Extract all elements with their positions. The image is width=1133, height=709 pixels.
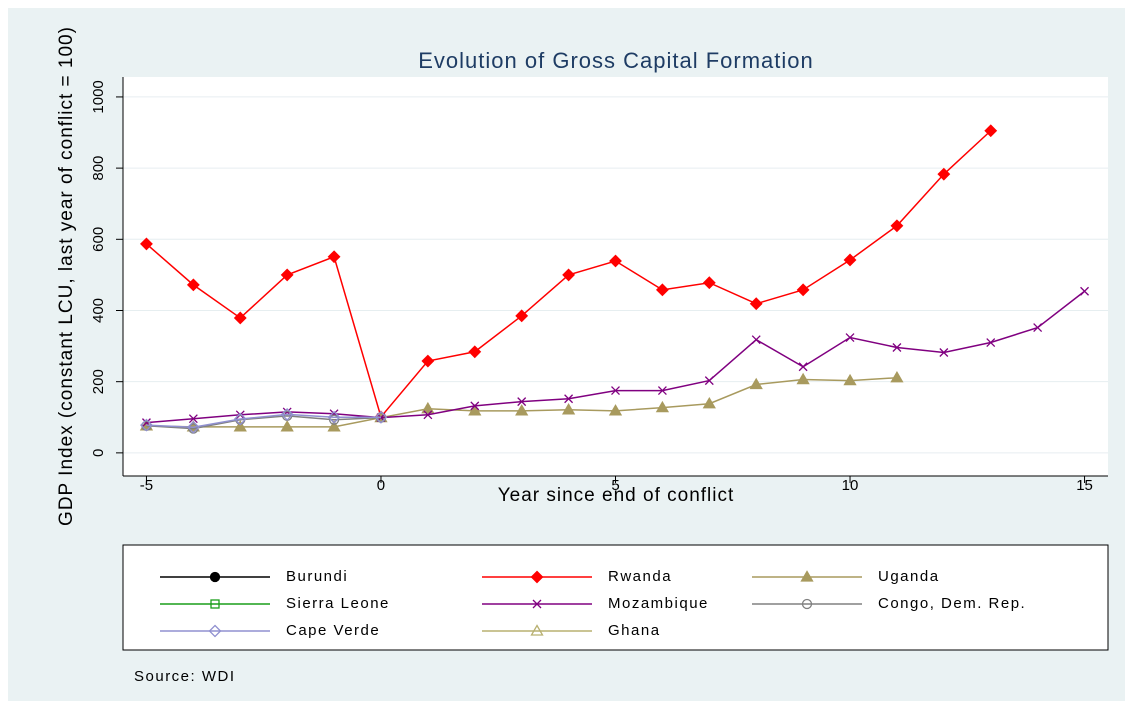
y-axis-title: GDP Index (constant LCU, last year of co… xyxy=(56,26,77,526)
marker xyxy=(327,250,341,264)
marker xyxy=(530,624,544,636)
legend-item: Cape Verde xyxy=(160,622,380,639)
marker xyxy=(140,418,153,432)
legend-box xyxy=(122,544,1109,651)
y-tick-label: 800 xyxy=(90,156,107,181)
marker xyxy=(280,408,294,421)
marker xyxy=(210,599,220,609)
x-tick-label: 0 xyxy=(377,477,385,494)
marker xyxy=(986,338,996,347)
marker xyxy=(532,599,542,609)
marker xyxy=(843,373,857,386)
legend-label: Uganda xyxy=(878,568,940,585)
marker xyxy=(233,311,247,325)
legend-item: Congo, Dem. Rep. xyxy=(752,595,1026,612)
marker xyxy=(749,297,763,311)
marker xyxy=(890,219,904,233)
marker xyxy=(374,410,388,424)
marker xyxy=(188,414,198,424)
source-note: Source: WDI xyxy=(134,668,236,685)
marker xyxy=(530,570,544,584)
marker xyxy=(280,268,294,282)
marker xyxy=(423,410,433,420)
x-tick-label: 5 xyxy=(611,477,619,494)
marker xyxy=(608,404,623,416)
marker xyxy=(892,343,902,352)
series-line xyxy=(146,415,382,430)
marker xyxy=(421,354,435,368)
marker xyxy=(327,410,341,424)
legend-label: Rwanda xyxy=(608,568,672,585)
marker xyxy=(515,309,529,323)
legend-item: Ghana xyxy=(482,622,661,639)
marker xyxy=(470,401,480,411)
marker xyxy=(468,345,482,359)
marker xyxy=(186,420,200,434)
marker xyxy=(421,401,435,414)
marker xyxy=(140,237,153,251)
marker xyxy=(655,283,669,297)
marker xyxy=(186,278,200,292)
marker xyxy=(939,348,949,357)
legend-label: Sierra Leone xyxy=(286,595,390,612)
marker xyxy=(564,394,574,404)
y-tick-label: 600 xyxy=(90,227,107,252)
legend-item: Mozambique xyxy=(482,595,709,612)
marker xyxy=(468,404,482,416)
marker xyxy=(984,124,998,138)
series-line xyxy=(146,413,381,428)
marker xyxy=(233,412,247,426)
marker xyxy=(937,167,951,181)
x-axis-title: Year since end of conflict xyxy=(498,485,735,506)
marker xyxy=(233,420,247,432)
marker xyxy=(749,377,763,390)
legend-label: Cape Verde xyxy=(286,622,380,639)
marker xyxy=(208,624,222,638)
marker xyxy=(800,570,814,582)
marker xyxy=(801,598,813,610)
y-tick-label: 1000 xyxy=(90,80,107,113)
legend-item: Rwanda xyxy=(482,568,672,585)
marker xyxy=(328,414,340,425)
marker xyxy=(517,397,527,407)
legend-item: Uganda xyxy=(752,568,940,585)
marker xyxy=(845,333,855,343)
legend-item: Burundi xyxy=(160,568,348,585)
marker xyxy=(702,276,716,290)
legend-label: Mozambique xyxy=(608,595,709,612)
x-tick-label: -5 xyxy=(140,477,153,494)
marker xyxy=(890,370,904,383)
marker xyxy=(702,396,716,409)
marker xyxy=(561,402,576,415)
marker xyxy=(209,571,221,583)
x-tick-label: 10 xyxy=(842,477,859,494)
marker xyxy=(327,420,341,432)
y-tick-label: 400 xyxy=(90,298,107,323)
legend-label: Burundi xyxy=(286,568,348,585)
marker xyxy=(843,253,857,267)
marker xyxy=(611,386,620,396)
marker xyxy=(1080,286,1090,296)
y-tick-label: 0 xyxy=(90,449,107,457)
marker xyxy=(280,420,294,432)
marker xyxy=(609,254,622,268)
marker xyxy=(515,404,529,416)
legend-label: Congo, Dem. Rep. xyxy=(878,595,1026,612)
legend-label: Ghana xyxy=(608,622,661,639)
marker xyxy=(655,400,670,413)
x-tick-label: 15 xyxy=(1076,477,1093,494)
legend-item: Sierra Leone xyxy=(160,595,390,612)
marker xyxy=(562,268,576,282)
marker xyxy=(657,386,667,396)
y-tick-label: 200 xyxy=(90,369,107,394)
marker xyxy=(1033,323,1043,333)
marker xyxy=(704,376,714,386)
marker xyxy=(796,283,810,297)
chart-title: Evolution of Gross Capital Formation xyxy=(418,48,814,73)
marker xyxy=(798,362,808,372)
marker xyxy=(751,335,761,345)
marker xyxy=(796,372,810,385)
